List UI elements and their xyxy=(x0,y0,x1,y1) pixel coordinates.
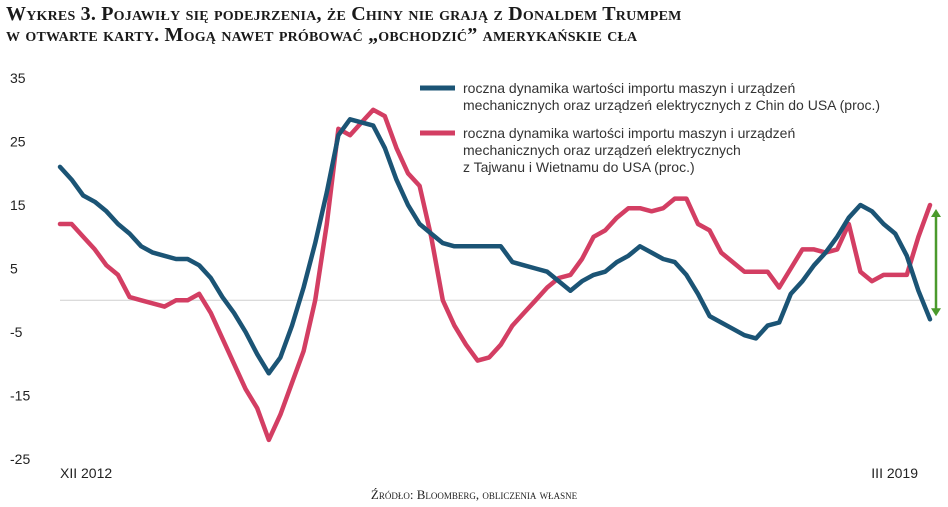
y-tick-label: -5 xyxy=(10,324,23,340)
x-tick-label-start: XII 2012 xyxy=(60,465,112,481)
source-note: Źródło: Bloomberg, obliczenia własne xyxy=(370,487,578,502)
y-tick-label: -25 xyxy=(10,451,30,467)
y-tick-label: 15 xyxy=(10,197,26,213)
legend-label-line: roczna dynamika wartości importu maszyn … xyxy=(463,80,795,96)
series-line-china xyxy=(57,117,933,376)
chart-title-line1: Wykres 3. Pojawiły się podejrzenia, że C… xyxy=(6,3,682,25)
series-line-taiwan-vietnam xyxy=(57,107,933,443)
difference-arrow xyxy=(931,209,941,317)
legend-label-line: z Tajwanu i Wietnamu do USA (proc.) xyxy=(463,159,695,175)
x-tick-label-end: III 2019 xyxy=(871,465,918,481)
y-tick-label: -15 xyxy=(10,388,30,404)
arrow-head-down xyxy=(931,308,941,317)
y-tick-label: 25 xyxy=(10,134,26,150)
legend-label-line: mechanicznych oraz urządzeń elektrycznyc… xyxy=(463,142,741,158)
y-tick-label: 5 xyxy=(10,261,18,277)
y-tick-label: 35 xyxy=(10,70,26,86)
y-axis: 35 25 15 5 -5 -15 -25 xyxy=(10,70,30,467)
legend-label-line: mechanicznych oraz urządzeń elektrycznyc… xyxy=(463,97,880,113)
chart-title: Wykres 3. Pojawiły się podejrzenia, że C… xyxy=(6,4,936,46)
series-layer xyxy=(57,107,933,443)
chart-title-line2: w otwarte karty. Mogą nawet próbować „ob… xyxy=(6,24,638,46)
legend: roczna dynamika wartości importu maszyn … xyxy=(420,80,880,175)
arrow-head-up xyxy=(931,209,941,217)
legend-label-line: roczna dynamika wartości importu maszyn … xyxy=(463,125,795,141)
